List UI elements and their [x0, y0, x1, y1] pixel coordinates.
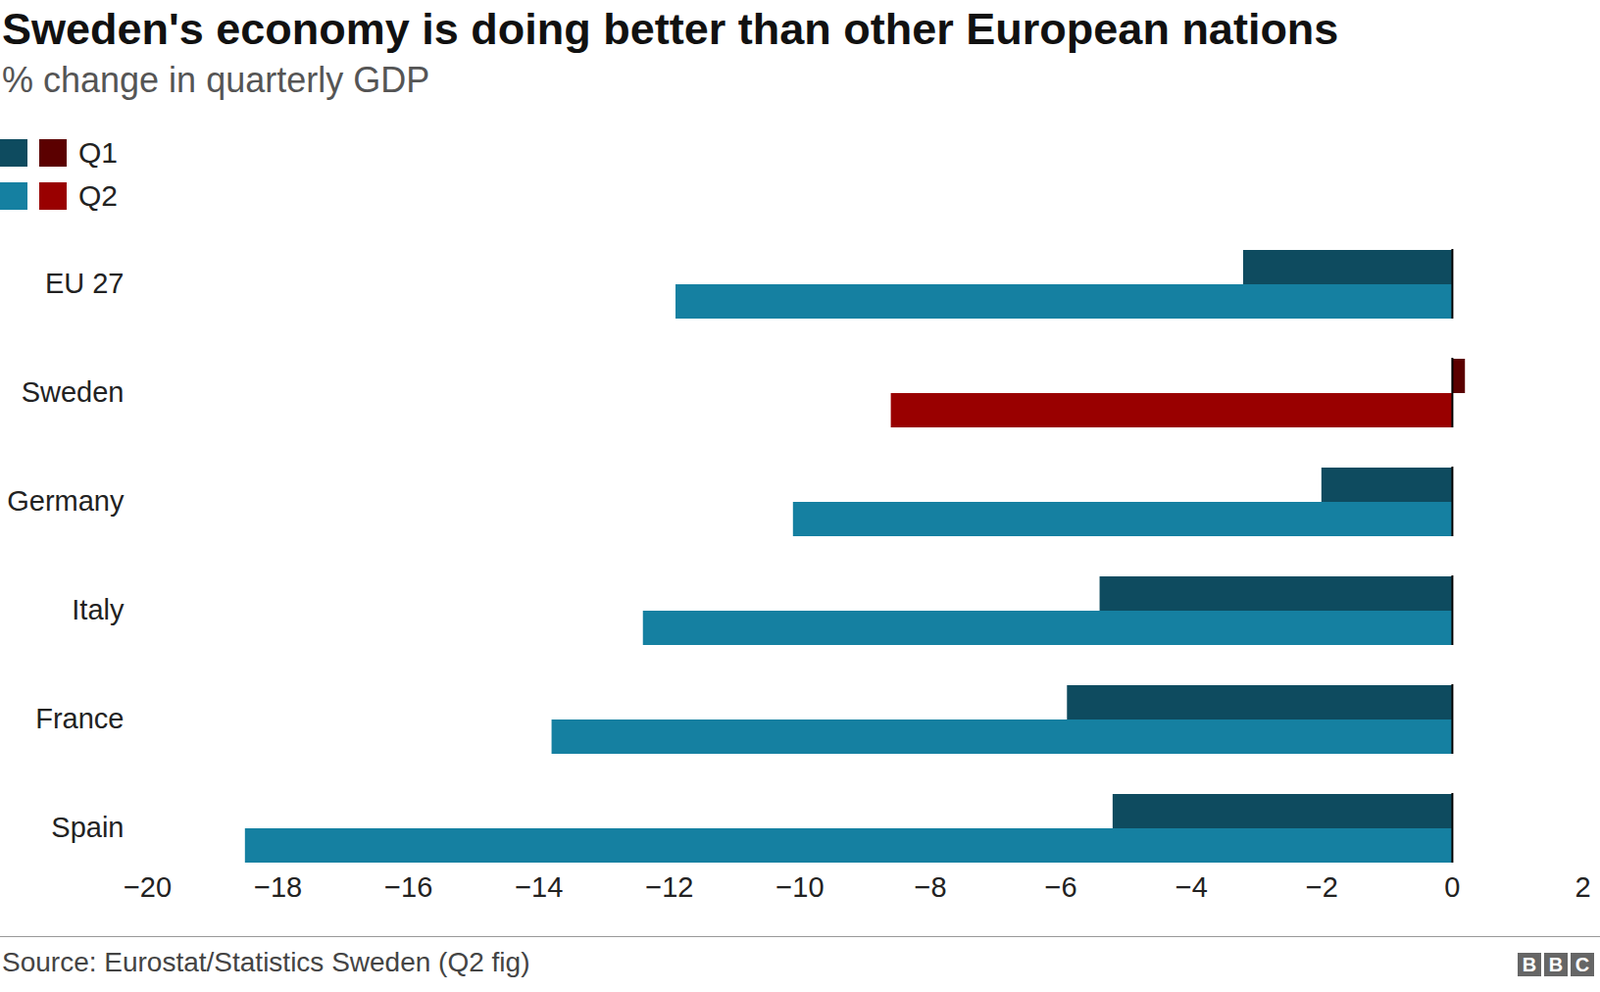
html-text:C: C [1575, 953, 1590, 976]
html-text:Sweden's economy is doing bett: Sweden's economy is doing better than ot… [1, 3, 1339, 54]
html-text:B: B [1548, 953, 1563, 976]
svg-text:2: 2 [1574, 871, 1591, 903]
html-text:% change in quarterly GDP: % change in quarterly GDP [1, 59, 430, 100]
svg-text:Spain: Spain [50, 811, 124, 844]
svg-text:Sweden: Sweden [21, 376, 125, 408]
svg-text:−18: −18 [253, 871, 302, 903]
html-text:Q1: Q1 [78, 136, 118, 169]
svg-text:−14: −14 [514, 871, 563, 903]
svg-text:−4: −4 [1175, 871, 1208, 903]
svg-text:France: France [35, 702, 124, 735]
html-text:Source: Eurostat/Statistics Sw: Source: Eurostat/Statistics Sweden (Q2 f… [1, 947, 530, 978]
html-text:B: B [1522, 953, 1537, 976]
svg-text:EU 27: EU 27 [45, 267, 125, 300]
svg-text:−16: −16 [384, 871, 433, 903]
svg-text:−20: −20 [123, 871, 172, 903]
svg-text:−6: −6 [1045, 871, 1078, 903]
svg-text:−2: −2 [1305, 871, 1339, 903]
svg-text:−8: −8 [914, 871, 948, 903]
svg-text:Germany: Germany [6, 485, 125, 517]
svg-text:−12: −12 [645, 871, 694, 903]
svg-text:0: 0 [1444, 871, 1460, 903]
html-text:Q2: Q2 [78, 179, 118, 212]
svg-text:−10: −10 [775, 871, 824, 903]
svg-text:Italy: Italy [71, 594, 125, 626]
